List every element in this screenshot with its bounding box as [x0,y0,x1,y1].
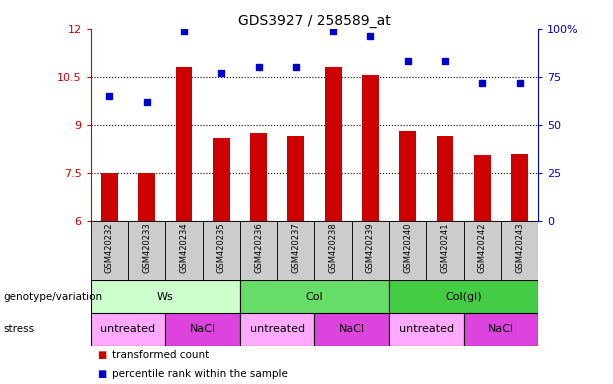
Bar [389,221,427,280]
Text: GSM420232: GSM420232 [105,223,114,273]
Bar [399,131,416,221]
Text: GSM420239: GSM420239 [366,223,375,273]
Bar [314,313,389,346]
Bar [389,280,538,313]
Bar [463,313,538,346]
Bar [166,221,202,280]
Bar [203,221,240,280]
Bar [287,136,304,221]
Bar [362,75,379,221]
Text: GSM420235: GSM420235 [217,223,226,273]
Text: ■: ■ [97,369,106,379]
Bar [166,313,240,346]
Bar [352,221,389,280]
Bar [139,173,155,221]
Text: GSM420236: GSM420236 [254,223,263,273]
Bar [213,137,230,221]
Bar [427,221,463,280]
Bar [501,221,538,280]
Text: transformed count: transformed count [112,350,210,360]
Text: NaCl: NaCl [339,324,365,334]
Bar [101,173,118,221]
Text: untreated: untreated [101,324,156,334]
Bar [91,313,166,346]
Text: GSM420234: GSM420234 [180,223,188,273]
Bar [511,154,528,221]
Text: stress: stress [3,324,34,334]
Text: GSM420233: GSM420233 [142,223,151,273]
Text: NaCl: NaCl [189,324,216,334]
Text: GSM420243: GSM420243 [515,223,524,273]
Text: Col(gl): Col(gl) [445,291,482,302]
Bar [240,221,277,280]
Bar [389,313,463,346]
Bar [277,221,314,280]
Text: GSM420241: GSM420241 [441,223,449,273]
Text: Ws: Ws [157,291,173,302]
Bar [436,136,454,221]
Text: percentile rank within the sample: percentile rank within the sample [112,369,288,379]
Title: GDS3927 / 258589_at: GDS3927 / 258589_at [238,14,391,28]
Bar [91,221,128,280]
Bar [91,280,240,313]
Bar [128,221,166,280]
Text: GSM420237: GSM420237 [291,223,300,273]
Bar [314,221,352,280]
Text: GSM420242: GSM420242 [478,223,487,273]
Text: untreated: untreated [249,324,305,334]
Bar [175,67,192,221]
Bar [325,67,341,221]
Text: GSM420238: GSM420238 [329,223,338,273]
Bar [250,133,267,221]
Text: ■: ■ [97,350,106,360]
Text: Col: Col [306,291,323,302]
Bar [240,280,389,313]
Text: genotype/variation: genotype/variation [3,291,102,302]
Bar [474,155,490,221]
Text: GSM420240: GSM420240 [403,223,412,273]
Text: NaCl: NaCl [488,324,514,334]
Bar [463,221,501,280]
Bar [240,313,314,346]
Text: untreated: untreated [399,324,454,334]
